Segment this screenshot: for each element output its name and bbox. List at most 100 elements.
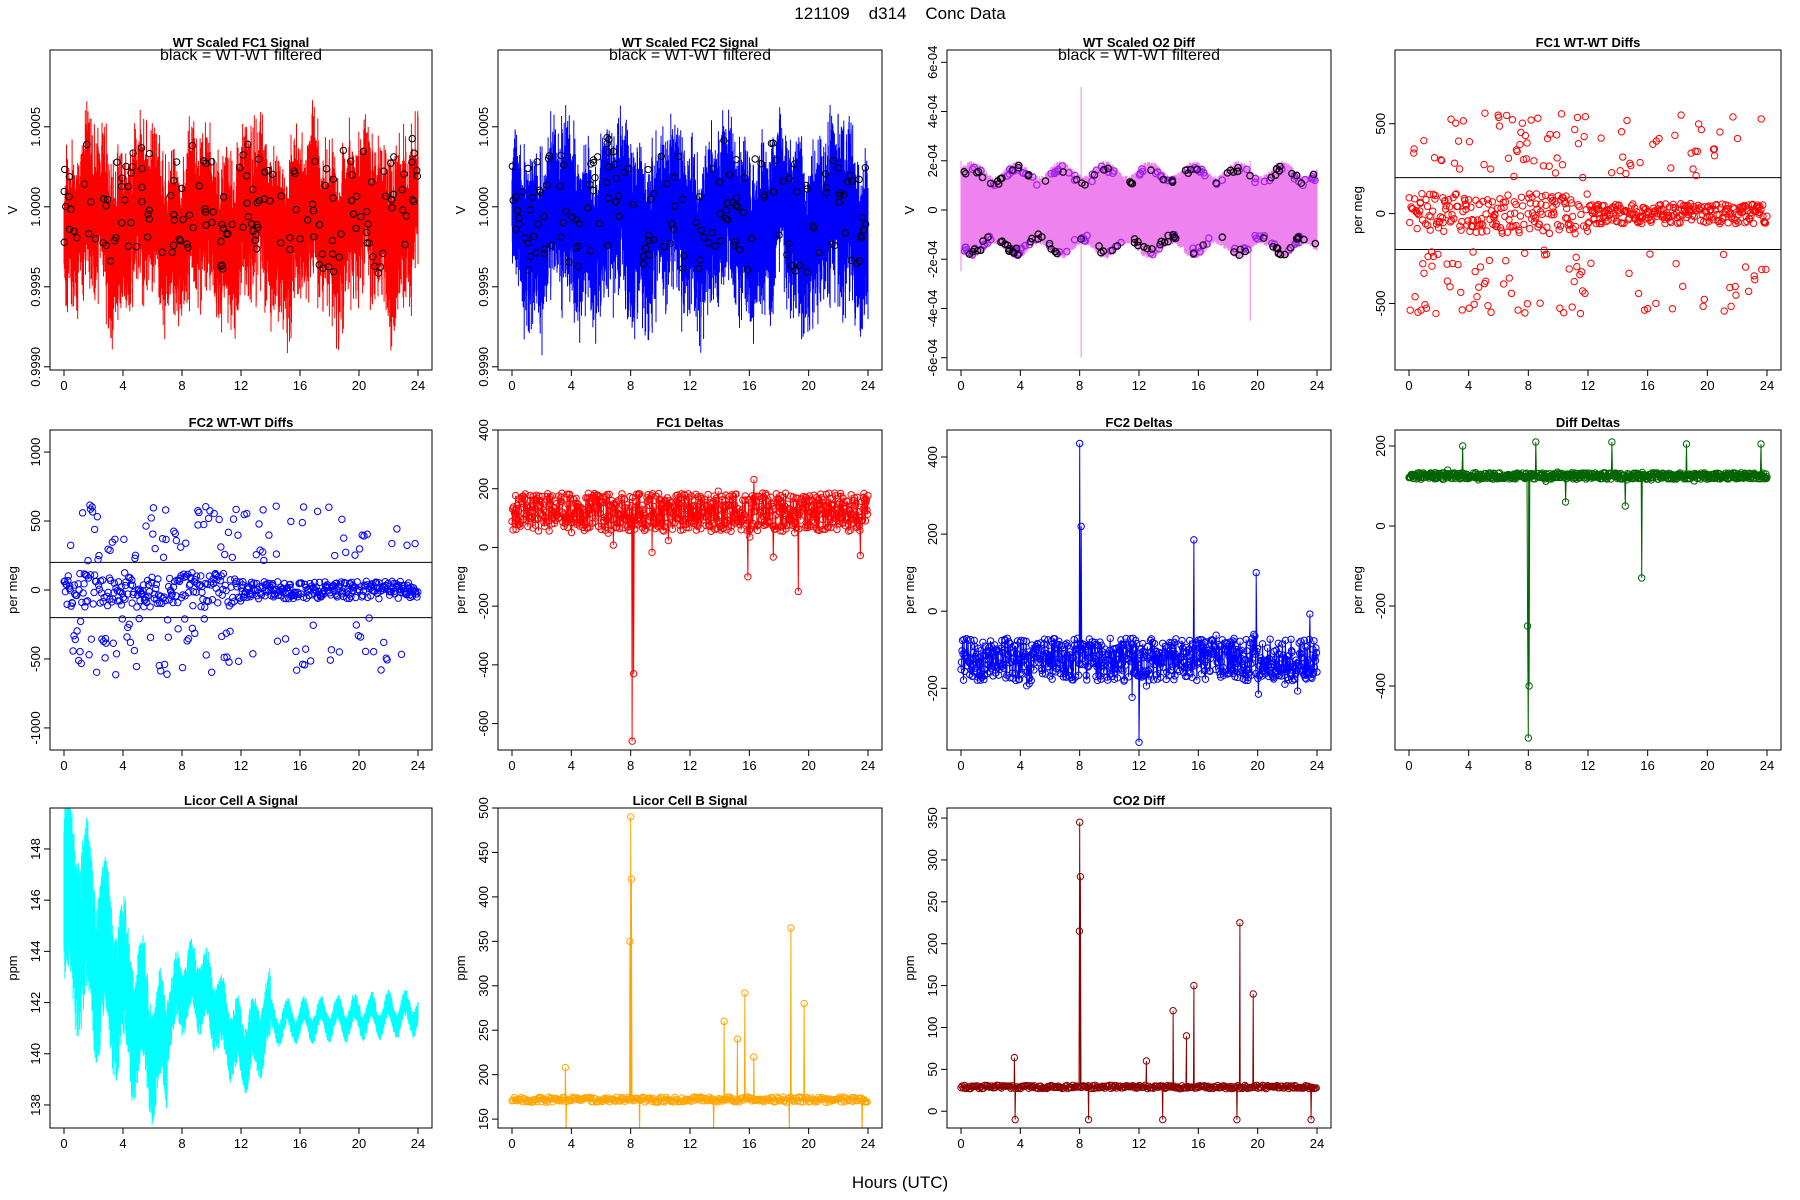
data-point: [252, 550, 260, 559]
data-point: [727, 527, 735, 535]
data-point: [1237, 654, 1245, 663]
data-point: [1138, 167, 1147, 176]
data-point: [385, 591, 394, 599]
data-point: [762, 491, 771, 500]
data-point: [1731, 282, 1739, 291]
data-point: [244, 212, 253, 221]
y-axis-label: per meg: [1350, 186, 1365, 234]
data-point: [596, 509, 604, 517]
data-point: [1508, 223, 1516, 231]
data-point: [1201, 675, 1210, 683]
data-point: [1550, 210, 1558, 219]
data-point: [994, 671, 1003, 679]
data-point: [557, 493, 565, 501]
x-tick-label: 8: [1525, 378, 1532, 393]
data-point: [1665, 212, 1673, 220]
data-point: [544, 154, 553, 163]
data-point: [1169, 647, 1178, 656]
x-tick-label: 16: [1640, 758, 1654, 773]
data-point: [83, 140, 91, 149]
data-point: [172, 158, 181, 166]
data-point: [591, 173, 599, 182]
data-point: [1507, 289, 1516, 298]
data-point: [625, 493, 634, 501]
data-point: [345, 590, 353, 599]
x-tick-label: 20: [352, 378, 366, 393]
data-point: [161, 596, 170, 605]
data-point: [1483, 227, 1491, 235]
data-point: [547, 493, 555, 501]
data-point: [1041, 177, 1050, 185]
data-point: [1170, 638, 1179, 647]
data-point: [1144, 667, 1153, 675]
data-point: [1424, 252, 1432, 261]
data-point: [974, 167, 983, 176]
data-point: [1570, 277, 1578, 286]
data-point: [1688, 206, 1696, 214]
data-point: [1075, 818, 1084, 826]
data-point: [1450, 159, 1459, 167]
data-point: [566, 494, 575, 503]
data-point: [659, 526, 667, 534]
data-point: [1688, 211, 1697, 220]
data-point: [219, 265, 227, 273]
data-point: [1084, 654, 1092, 662]
data-point: [1578, 287, 1587, 295]
data-point: [1311, 652, 1319, 661]
data-point: [629, 669, 638, 678]
series-fc2-wt-wt: [60, 501, 422, 679]
data-point: [1646, 250, 1654, 258]
data-point: [1484, 200, 1493, 208]
data-point: [1406, 218, 1414, 227]
data-point: [600, 513, 609, 522]
x-tick-label: 12: [683, 758, 697, 773]
data-point: [158, 534, 167, 543]
data-point: [1440, 227, 1448, 235]
data-point: [782, 525, 790, 533]
data-point: [1693, 147, 1702, 156]
data-point: [1259, 234, 1268, 242]
data-point: [352, 192, 361, 201]
data-point: [540, 212, 548, 221]
x-tick-label: 12: [1132, 378, 1146, 393]
data-point: [1648, 215, 1656, 224]
data-point: [272, 550, 281, 558]
data-point: [674, 152, 683, 161]
data-point: [397, 650, 406, 659]
data-point: [157, 667, 165, 675]
data-point: [1150, 639, 1159, 648]
data-point: [778, 523, 786, 531]
data-point: [688, 517, 696, 525]
y-tick-label: -500: [1373, 290, 1388, 316]
data-point: [1010, 1053, 1019, 1062]
data-point: [68, 599, 77, 607]
data-point: [772, 156, 781, 164]
data-point: [348, 171, 356, 179]
data-point: [1260, 177, 1269, 186]
data-point: [1428, 262, 1436, 270]
data-point: [685, 494, 693, 502]
data-point: [604, 194, 612, 202]
data-point: [1168, 649, 1176, 658]
data-point: [796, 1098, 805, 1106]
data-point: [1457, 226, 1465, 234]
data-point: [1095, 242, 1103, 250]
data-point: [1075, 927, 1084, 935]
y-tick-label: -500: [28, 646, 43, 672]
data-point: [1419, 260, 1427, 268]
data-point: [861, 517, 870, 525]
data-point: [678, 195, 687, 203]
data-point: [1084, 663, 1093, 671]
data-point: [533, 158, 541, 166]
data-point: [329, 175, 338, 184]
data-point: [774, 1094, 782, 1103]
plot-area: [60, 100, 422, 354]
data-point: [647, 195, 655, 203]
data-point: [838, 519, 847, 527]
data-point: [859, 505, 867, 513]
data-point: [1070, 635, 1078, 644]
data-point: [1707, 205, 1715, 214]
data-point: [1521, 249, 1529, 257]
data-point: [1584, 219, 1592, 227]
